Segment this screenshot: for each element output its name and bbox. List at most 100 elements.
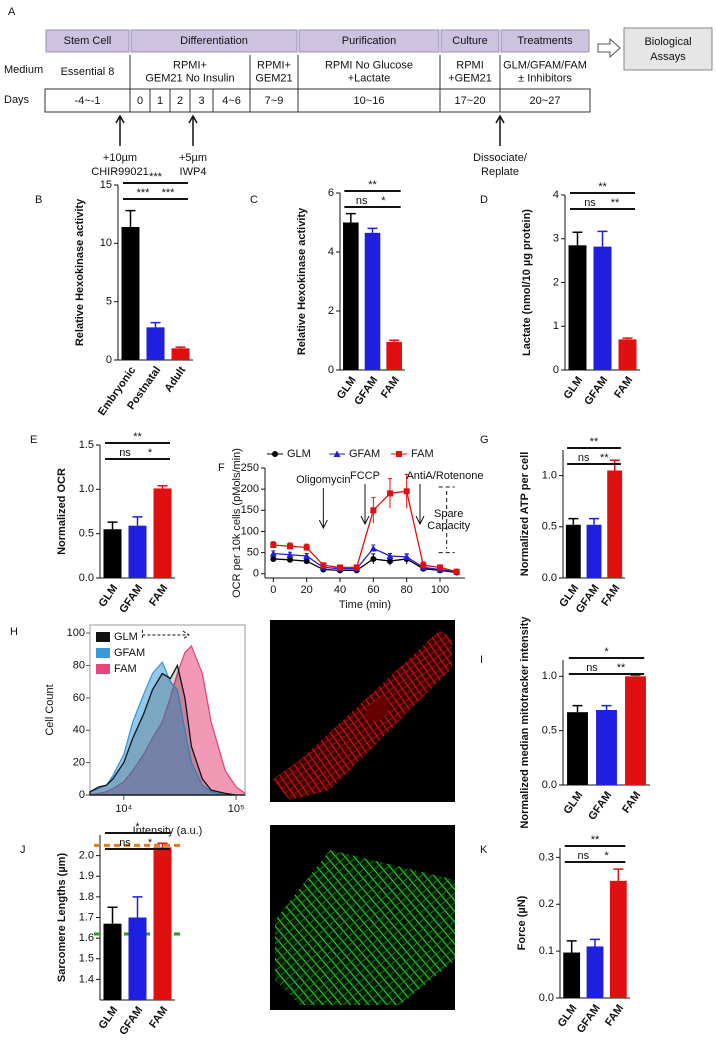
stage-label: Differentiation xyxy=(180,35,248,47)
y-tick-label: 50 xyxy=(247,547,259,559)
day-label: 17~20 xyxy=(455,95,486,107)
day-label: 1 xyxy=(157,95,163,107)
stage-label: Purification xyxy=(342,35,396,47)
x-tick-label: Adult xyxy=(162,364,188,394)
bar xyxy=(103,529,122,578)
y-tick-label: 100 xyxy=(241,525,259,537)
significance-label: *** xyxy=(162,187,176,199)
y-tick-label: 0.5 xyxy=(79,528,94,540)
bar xyxy=(171,348,190,360)
x-tick-label: 100 xyxy=(431,584,449,596)
significance-label: ** xyxy=(133,431,142,443)
bar xyxy=(153,847,172,1000)
legend-swatch xyxy=(96,632,110,642)
y-tick-label: 0 xyxy=(328,364,334,376)
significance-label: *** xyxy=(149,171,163,183)
panel-label: F xyxy=(218,462,225,474)
bar xyxy=(128,917,147,1000)
x-tick-label: GFAM xyxy=(117,1005,145,1038)
marker xyxy=(437,564,443,571)
bar xyxy=(153,488,172,578)
x-axis-label: Time (min) xyxy=(339,599,391,611)
panel-label: A xyxy=(8,6,16,18)
y-tick-label: 0 xyxy=(253,568,259,580)
marker xyxy=(303,544,310,551)
histogram-area xyxy=(89,663,245,796)
row-label: Days xyxy=(4,94,30,106)
bar xyxy=(567,712,588,785)
marker xyxy=(287,543,293,550)
day-label: 0 xyxy=(137,95,143,107)
legend-swatch xyxy=(96,664,110,674)
marker xyxy=(387,558,393,565)
error-bar xyxy=(175,346,186,349)
stage-header xyxy=(440,29,500,53)
error-bar xyxy=(125,209,136,227)
marker xyxy=(320,562,327,569)
x-tick-label: FAM xyxy=(147,583,170,609)
micrograph-green xyxy=(270,825,455,1010)
panel-label: C xyxy=(250,194,258,206)
day-label: 2 xyxy=(177,95,183,107)
bar xyxy=(607,470,623,578)
marker xyxy=(386,552,394,559)
arrow xyxy=(597,37,621,59)
y-tick-label: 0.0 xyxy=(542,779,557,791)
event-label: CHIR99021 xyxy=(91,166,148,178)
y-axis-label: Cell Count xyxy=(44,684,56,735)
marker xyxy=(287,556,293,563)
y-tick-label: 0 xyxy=(553,364,559,376)
bar xyxy=(625,676,646,785)
event-label: Replate xyxy=(481,166,519,178)
medium-label: +GEM21 xyxy=(448,72,492,84)
medium-label: Essential 8 xyxy=(61,66,115,78)
error-bar xyxy=(568,517,579,525)
medium-label: RPMI+ xyxy=(257,59,291,71)
x-tick-label: FAM xyxy=(603,1003,626,1029)
error-bar xyxy=(345,212,356,223)
marker xyxy=(270,555,277,562)
output-label: Biological xyxy=(644,36,691,48)
error-bar xyxy=(597,230,608,247)
stage-header xyxy=(500,29,590,53)
y-tick-label: 250 xyxy=(241,462,259,474)
y-axis-label: Normalized median mitotracker intensity xyxy=(519,616,531,829)
y-tick-label: 1 xyxy=(553,320,559,332)
bar xyxy=(586,524,602,578)
day-label: 7~9 xyxy=(265,95,284,107)
significance-label: ** xyxy=(617,662,626,674)
x-tick-label: GLM xyxy=(96,583,120,610)
y-tick-label: 5 xyxy=(106,296,112,308)
panel-label: B xyxy=(35,194,42,206)
legend-label: GFAM xyxy=(114,647,145,659)
y-tick-label: 1.0 xyxy=(79,483,94,495)
y-tick-label: 20 xyxy=(73,757,85,769)
y-axis-label: Sarcomere Lengths (µm) xyxy=(56,853,68,983)
x-tick-label: 60 xyxy=(367,584,379,596)
medium-label: +Lactate xyxy=(348,72,391,84)
y-tick-label: 0.3 xyxy=(539,851,554,863)
error-bar xyxy=(590,938,600,947)
error-bar xyxy=(613,868,624,881)
x-tick-label: FAM xyxy=(147,1005,170,1031)
marker xyxy=(270,542,277,548)
stage-label: Culture xyxy=(452,35,487,47)
x-tick-label: GFAM xyxy=(586,790,614,823)
x-tick-label: GLM xyxy=(96,1005,120,1032)
x-tick-label: 40 xyxy=(334,584,346,596)
y-tick-label: 3 xyxy=(553,233,559,245)
legend-label: GFAM xyxy=(349,448,380,460)
legend-label: FAM xyxy=(114,663,137,675)
y-tick-label: 150 xyxy=(241,504,259,516)
y-tick-label: 4 xyxy=(328,246,334,258)
day-label: 4~6 xyxy=(222,95,241,107)
stage-label: Stem Cell xyxy=(64,35,112,47)
panel-label: J xyxy=(20,844,26,856)
bar xyxy=(593,246,612,370)
bar xyxy=(146,327,165,360)
significance-label: ns xyxy=(119,837,131,849)
significance-label: ** xyxy=(611,197,620,209)
y-axis-label: Relative Hexokinase activity xyxy=(296,207,308,355)
bar xyxy=(343,222,359,370)
y-tick-label: 15 xyxy=(100,179,112,191)
